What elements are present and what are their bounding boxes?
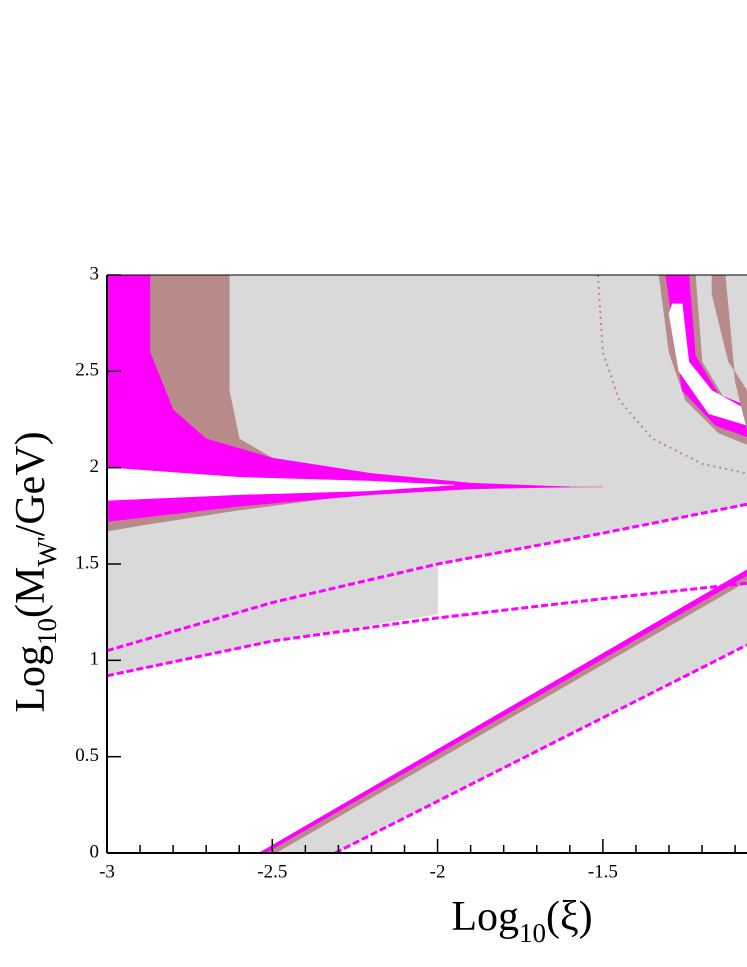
y-axis-label-part: Log	[8, 645, 54, 713]
x-axis-label-part: Log	[451, 894, 519, 940]
axes: -3 -2.5 -2 -1.500.511.522.53Log10(ξ)Log10(M…	[8, 263, 747, 948]
region	[107, 275, 570, 522]
x-tick-label: -2.5	[257, 861, 287, 882]
y-tick-label: 1	[90, 649, 100, 670]
x-tick-label: -3	[99, 861, 115, 882]
x-axis-label-part: (ξ)	[546, 894, 593, 940]
region	[107, 467, 455, 501]
boundary-line	[334, 643, 747, 853]
region	[665, 275, 747, 438]
region	[711, 275, 747, 430]
y-tick-label: 0.5	[75, 745, 99, 766]
region	[668, 303, 747, 426]
y-tick-label: 1.5	[75, 552, 99, 573]
region	[258, 569, 747, 853]
y-axis-label-part: (M	[8, 567, 54, 618]
plot-area	[107, 275, 747, 853]
y-tick-label: 2	[90, 456, 100, 477]
boundary-line	[107, 502, 747, 653]
y-tick-label: 0	[90, 841, 100, 862]
x-axis-label: Log10(ξ)	[451, 894, 592, 948]
y-axis-label: Log10(MW'/GeV)	[8, 431, 62, 712]
y-axis-label-part: W'	[32, 536, 62, 566]
y-tick-label: 2.5	[75, 360, 99, 381]
y-axis-label-part: 10	[32, 618, 62, 645]
x-tick-label: -1.5	[588, 861, 618, 882]
x-axis-label-part: 10	[519, 918, 546, 948]
x-tick-label: -2	[430, 861, 446, 882]
y-axis-label-part: /GeV)	[8, 431, 54, 536]
y-tick-label: 3	[90, 263, 100, 284]
boundary-line	[107, 581, 747, 678]
